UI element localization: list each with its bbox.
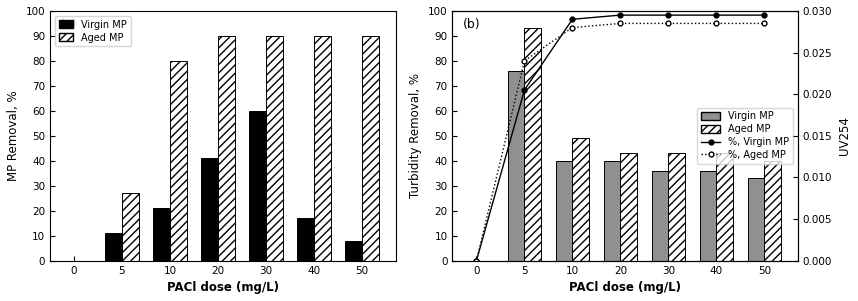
- Bar: [524, 28, 541, 261]
- X-axis label: PACl dose (mg/L): PACl dose (mg/L): [166, 281, 279, 294]
- Bar: [266, 36, 283, 261]
- Bar: [362, 36, 378, 261]
- Bar: [106, 233, 122, 261]
- Bar: [122, 193, 139, 261]
- Legend: Virgin MP, Aged MP, %, Virgin MP, %, Aged MP: Virgin MP, Aged MP, %, Virgin MP, %, Age…: [697, 107, 793, 164]
- Y-axis label: UV254: UV254: [838, 116, 851, 155]
- Y-axis label: Turbidity Removal, %: Turbidity Removal, %: [409, 73, 422, 198]
- Bar: [249, 111, 266, 261]
- Bar: [345, 241, 362, 261]
- Text: (a): (a): [60, 18, 78, 31]
- Bar: [651, 171, 668, 261]
- Bar: [604, 161, 620, 261]
- Bar: [620, 153, 637, 261]
- Y-axis label: MP Removal, %: MP Removal, %: [7, 91, 20, 181]
- Bar: [556, 161, 572, 261]
- Bar: [747, 178, 764, 261]
- Bar: [314, 36, 330, 261]
- Bar: [764, 161, 782, 261]
- Bar: [572, 138, 589, 261]
- Bar: [201, 158, 218, 261]
- Bar: [218, 36, 235, 261]
- Bar: [154, 208, 170, 261]
- X-axis label: PACl dose (mg/L): PACl dose (mg/L): [569, 281, 681, 294]
- Bar: [668, 153, 686, 261]
- Bar: [297, 218, 314, 261]
- Bar: [508, 71, 524, 261]
- Bar: [716, 153, 734, 261]
- Bar: [170, 61, 187, 261]
- Text: (b): (b): [462, 18, 480, 31]
- Legend: Virgin MP, Aged MP: Virgin MP, Aged MP: [55, 16, 130, 46]
- Bar: [699, 171, 716, 261]
